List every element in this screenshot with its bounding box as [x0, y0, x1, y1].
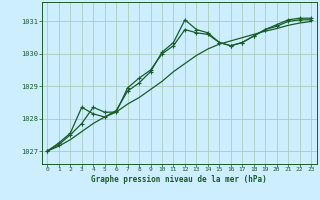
X-axis label: Graphe pression niveau de la mer (hPa): Graphe pression niveau de la mer (hPa): [91, 175, 267, 184]
